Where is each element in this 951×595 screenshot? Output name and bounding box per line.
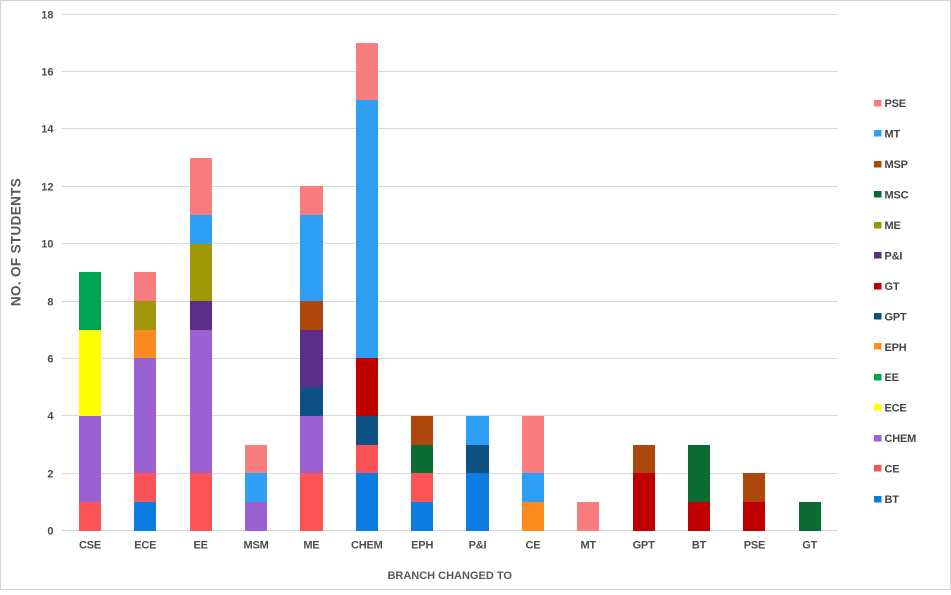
svg-text:MSM: MSM xyxy=(244,540,269,552)
svg-text:ME: ME xyxy=(303,540,319,552)
svg-text:2: 2 xyxy=(47,468,53,480)
svg-text:GT: GT xyxy=(802,540,817,552)
svg-text:P&I: P&I xyxy=(885,250,903,262)
svg-text:EPH: EPH xyxy=(885,342,907,354)
svg-text:BRANCH CHANGED TO: BRANCH CHANGED TO xyxy=(387,570,512,582)
svg-text:EPH: EPH xyxy=(411,540,433,552)
svg-text:BT: BT xyxy=(692,540,707,552)
svg-text:MSC: MSC xyxy=(885,189,909,201)
svg-text:CHEM: CHEM xyxy=(351,540,383,552)
svg-text:NO. OF STUDENTS: NO. OF STUDENTS xyxy=(8,178,23,306)
svg-text:0: 0 xyxy=(47,525,53,537)
svg-text:ME: ME xyxy=(885,220,901,232)
svg-text:EE: EE xyxy=(194,540,208,552)
svg-text:BT: BT xyxy=(885,494,900,506)
svg-text:GT: GT xyxy=(885,281,900,293)
svg-text:6: 6 xyxy=(47,353,53,365)
svg-text:MT: MT xyxy=(885,129,901,141)
svg-text:PSE: PSE xyxy=(885,98,906,110)
svg-text:12: 12 xyxy=(41,181,53,193)
svg-text:CHEM: CHEM xyxy=(885,433,917,445)
svg-text:MT: MT xyxy=(581,540,597,552)
svg-text:GPT: GPT xyxy=(885,311,907,323)
svg-text:4: 4 xyxy=(47,410,54,422)
svg-text:14: 14 xyxy=(41,123,54,135)
svg-text:CSE: CSE xyxy=(79,540,101,552)
svg-text:P&I: P&I xyxy=(469,540,487,552)
svg-text:18: 18 xyxy=(41,9,53,21)
svg-text:10: 10 xyxy=(41,238,53,250)
svg-text:ECE: ECE xyxy=(885,403,907,415)
svg-text:PSE: PSE xyxy=(744,540,765,552)
svg-text:ECE: ECE xyxy=(134,540,156,552)
svg-text:8: 8 xyxy=(47,296,53,308)
svg-text:MSP: MSP xyxy=(885,159,908,171)
svg-text:EE: EE xyxy=(885,372,899,384)
svg-text:16: 16 xyxy=(41,66,53,78)
svg-text:GPT: GPT xyxy=(633,540,655,552)
svg-text:CE: CE xyxy=(525,540,540,552)
svg-text:CE: CE xyxy=(885,464,900,476)
